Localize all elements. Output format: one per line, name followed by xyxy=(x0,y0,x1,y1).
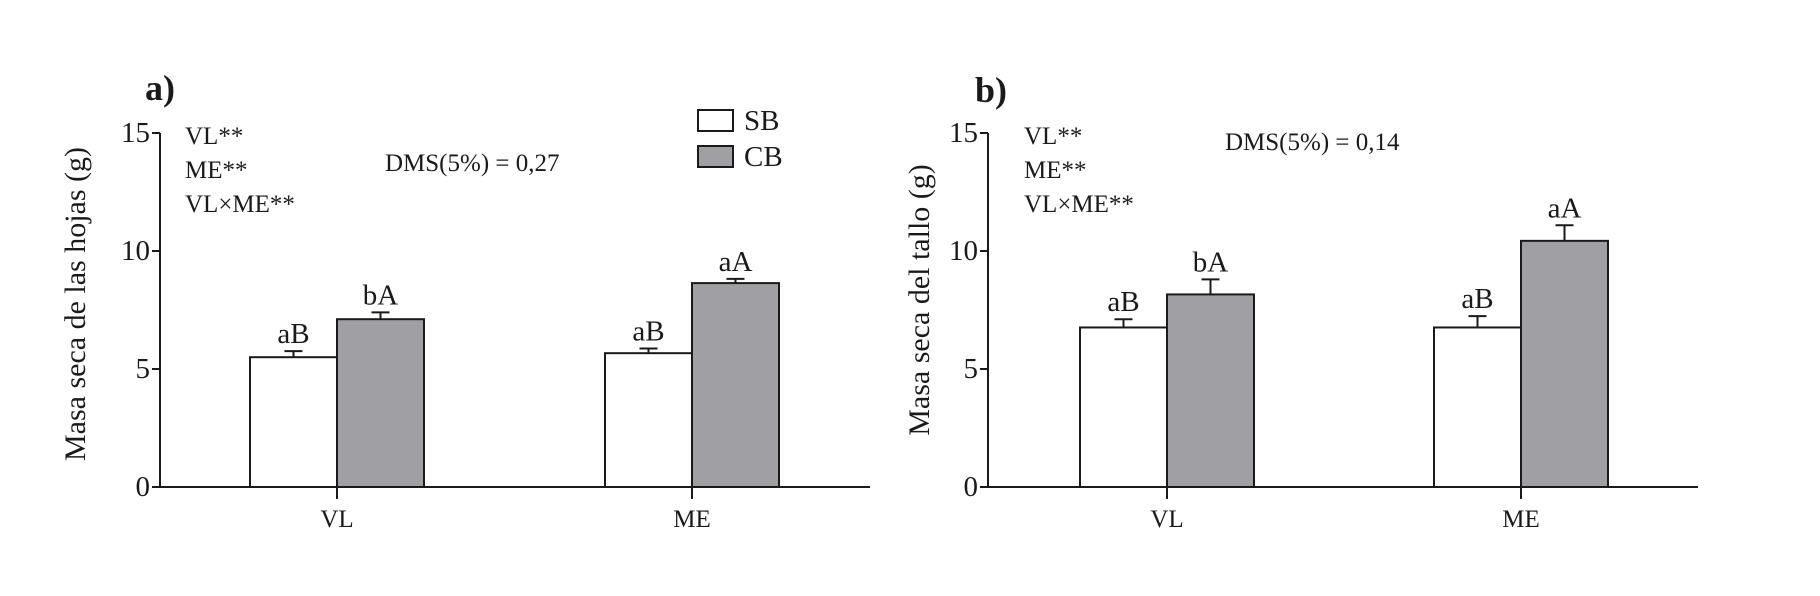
bar-sb-me xyxy=(1433,326,1522,488)
significance-letter: aB xyxy=(277,318,309,350)
dms-annotation: DMS(5%) = 0,14 xyxy=(1225,129,1400,156)
bar-cb-me xyxy=(691,282,780,489)
significance-letter: aB xyxy=(1461,283,1493,315)
y-axis-label: Masa seca del tallo (g) xyxy=(903,164,936,436)
y-tick-label: 5 xyxy=(136,353,151,385)
panel-label: b) xyxy=(975,70,1007,110)
y-tick-label: 0 xyxy=(964,471,979,503)
y-tick-label: 10 xyxy=(949,235,978,267)
significance-annotation: VL** xyxy=(185,123,243,150)
legend-label: SB xyxy=(744,105,779,137)
y-axis-label: Masa seca de las hojas (g) xyxy=(59,147,92,461)
significance-annotation: VL×ME** xyxy=(185,191,295,218)
x-tick-label: VL xyxy=(1150,506,1183,533)
dms-annotation: DMS(5%) = 0,27 xyxy=(385,150,560,177)
y-tick-label: 5 xyxy=(964,353,979,385)
significance-letter: aA xyxy=(1548,192,1582,224)
bar-cb-me xyxy=(1520,239,1609,488)
bar-sb-vl xyxy=(1079,326,1168,488)
bar-sb-vl xyxy=(249,356,338,489)
panel-label: a) xyxy=(145,68,175,108)
bar-cb-vl xyxy=(336,318,425,489)
y-tick-label: 0 xyxy=(136,471,151,503)
x-tick-label: VL xyxy=(320,506,353,533)
x-tick-label: ME xyxy=(673,506,711,533)
x-tick-label: ME xyxy=(1502,506,1540,533)
significance-annotation: VL** xyxy=(1024,123,1082,150)
significance-letter: aB xyxy=(1107,286,1139,318)
legend-swatch-sb xyxy=(697,109,734,132)
y-tick-label: 10 xyxy=(121,235,150,267)
bar-cb-vl xyxy=(1166,293,1255,489)
y-tick-label: 15 xyxy=(949,117,978,149)
bar-sb-me xyxy=(604,352,693,488)
significance-annotation: ME** xyxy=(185,157,248,184)
significance-annotation: ME** xyxy=(1024,157,1087,184)
significance-letter: aA xyxy=(719,246,753,278)
significance-letter: aB xyxy=(632,315,664,347)
significance-annotation: VL×ME** xyxy=(1024,191,1134,218)
y-tick-label: 15 xyxy=(121,117,150,149)
significance-letter: bA xyxy=(1193,246,1229,278)
legend-swatch-cb xyxy=(697,145,734,168)
legend-label: CB xyxy=(744,141,783,173)
significance-letter: bA xyxy=(363,279,399,311)
